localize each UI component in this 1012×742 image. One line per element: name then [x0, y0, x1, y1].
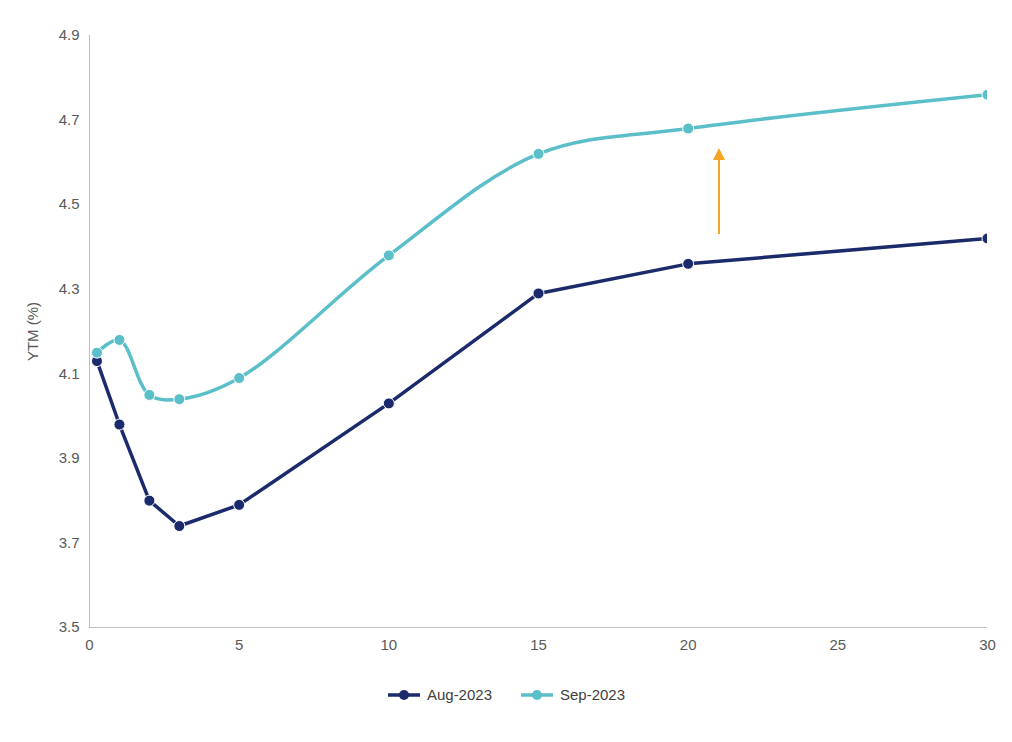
svg-text:15: 15 [530, 636, 547, 653]
svg-text:3.7: 3.7 [59, 534, 80, 551]
svg-text:4.5: 4.5 [59, 195, 80, 212]
svg-text:0: 0 [85, 636, 93, 653]
html-text:Sep-2023: Sep-2023 [560, 686, 626, 703]
svg-text:25: 25 [829, 636, 846, 653]
svg-text:10: 10 [380, 636, 397, 653]
svg-text:4.7: 4.7 [59, 111, 80, 128]
svg-text:4.3: 4.3 [59, 280, 80, 297]
svg-text:3.5: 3.5 [59, 618, 80, 635]
html-text:Aug-2023: Aug-2023 [426, 686, 492, 703]
svg-text:4.1: 4.1 [59, 365, 80, 382]
svg-text:5: 5 [235, 636, 243, 653]
svg-text:20: 20 [680, 636, 697, 653]
svg-text:3.9: 3.9 [59, 449, 80, 466]
svg-text:30: 30 [979, 636, 996, 653]
svg-text:YTM (%): YTM (%) [24, 302, 41, 361]
svg-text:4.9: 4.9 [59, 26, 80, 43]
